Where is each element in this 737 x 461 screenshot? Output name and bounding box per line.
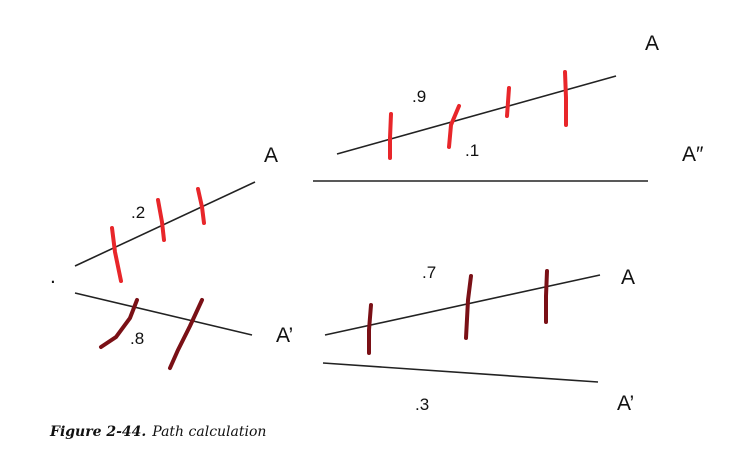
top-upper-tick-1 bbox=[388, 112, 393, 160]
figure-number: Figure 2-44. bbox=[50, 424, 147, 440]
left-lower-branch-line bbox=[74, 292, 253, 336]
bottom-a-label: A bbox=[621, 266, 635, 289]
bottom-a-prime-label: A’ bbox=[617, 392, 634, 415]
figure-title: Path calculation bbox=[152, 424, 267, 440]
figure-caption: Figure 2-44. Path calculation bbox=[50, 424, 266, 440]
top-upper-branch-line bbox=[336, 75, 617, 155]
top-a-double-prime-label: A″ bbox=[682, 143, 704, 166]
dark-red-tick-marks bbox=[99, 269, 549, 370]
start-dot-label: . bbox=[50, 265, 56, 288]
bottom-lower-value: .3 bbox=[415, 395, 429, 414]
bottom-upper-tick-2 bbox=[464, 274, 473, 340]
top-upper-tick-4 bbox=[563, 70, 568, 127]
left-upper-tick-2 bbox=[156, 198, 166, 242]
bottom-upper-tick-1 bbox=[367, 303, 373, 355]
bottom-upper-branch-line bbox=[324, 274, 601, 336]
top-a-label: A bbox=[645, 32, 659, 55]
top-upper-tick-2 bbox=[447, 104, 461, 149]
left-upper-value: .2 bbox=[131, 203, 145, 222]
top-lower-value: .1 bbox=[465, 141, 479, 160]
top-upper-value: .9 bbox=[412, 87, 426, 106]
left-lower-tick-1 bbox=[99, 298, 139, 349]
left-upper-tick-3 bbox=[196, 187, 206, 225]
bottom-lower-branch-line bbox=[322, 362, 599, 383]
left-a-label: A bbox=[264, 144, 278, 167]
bottom-upper-tick-3 bbox=[544, 269, 549, 324]
left-lower-value: .8 bbox=[130, 329, 144, 348]
left-upper-tick-1 bbox=[110, 226, 123, 283]
left-upper-branch-line bbox=[74, 181, 256, 267]
bottom-upper-value: .7 bbox=[422, 263, 436, 282]
left-lower-tick-2 bbox=[168, 298, 204, 370]
top-upper-tick-3 bbox=[505, 86, 511, 118]
left-a-prime-label: A’ bbox=[276, 324, 293, 347]
red-tick-marks bbox=[110, 70, 568, 283]
